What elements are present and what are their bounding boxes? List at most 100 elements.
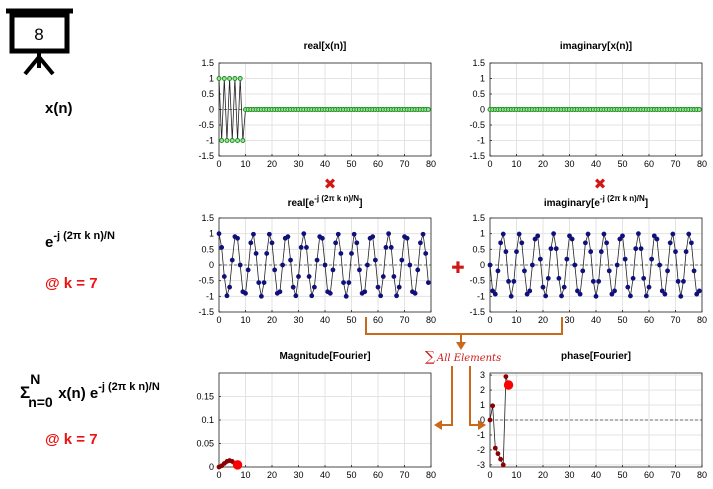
x-tick-label: 80 xyxy=(426,470,436,480)
data-point xyxy=(490,403,496,409)
x-tick-label: 30 xyxy=(564,159,574,169)
data-point xyxy=(596,278,602,284)
data-point xyxy=(633,246,639,252)
x-tick-label: 80 xyxy=(697,470,707,480)
y-tick-label: 3 xyxy=(480,370,485,380)
data-point xyxy=(490,288,496,294)
data-point xyxy=(604,240,609,246)
y-tick-label: -1 xyxy=(477,430,485,440)
data-point xyxy=(572,262,578,268)
sum-connector-arrows xyxy=(365,317,563,426)
data-point xyxy=(261,280,267,286)
y-tick-label: 1 xyxy=(480,400,485,410)
data-point xyxy=(601,231,607,237)
data-point xyxy=(651,233,657,239)
x-tick-label: 0 xyxy=(216,315,221,325)
x-tick-label: 20 xyxy=(538,159,548,169)
y-tick-label: -2 xyxy=(477,445,485,455)
data-point xyxy=(636,231,641,237)
data-point xyxy=(235,138,241,143)
data-point xyxy=(240,138,246,143)
data-point xyxy=(248,240,254,246)
series-line xyxy=(218,233,429,297)
data-point xyxy=(293,293,299,299)
data-point xyxy=(370,234,376,240)
chart-imag-exp: 0 10 20 30 40 50 60 70 80 -1.5 -1 -0.5 0 0.5 1 1.5 imagi… xyxy=(469,194,707,325)
x-tick-label: 40 xyxy=(591,159,601,169)
data-point xyxy=(229,138,235,143)
data-point xyxy=(346,280,352,286)
exponential-label: e-j (2π k n)/N xyxy=(45,230,115,251)
x-tick-label: 60 xyxy=(373,470,383,480)
chart-title: real[x(n)] xyxy=(304,41,347,52)
data-point xyxy=(535,233,541,239)
x-tick-label: 50 xyxy=(617,315,627,325)
data-point xyxy=(383,244,389,250)
y-tick-label: -0.5 xyxy=(469,276,485,286)
data-point xyxy=(667,240,673,246)
y-tick-label: 0.5 xyxy=(201,244,214,254)
y-tick-label: -1 xyxy=(477,291,485,301)
data-point xyxy=(375,284,381,290)
data-point xyxy=(290,284,296,290)
data-point xyxy=(622,256,628,262)
y-tick-label: 0 xyxy=(480,105,485,115)
data-point xyxy=(495,451,501,457)
data-point xyxy=(415,267,421,273)
data-point xyxy=(380,274,386,279)
y-tick-label: 0 xyxy=(480,260,485,270)
data-point xyxy=(498,240,503,246)
data-point xyxy=(227,76,233,81)
data-point xyxy=(556,275,562,281)
data-point xyxy=(237,76,243,81)
data-point xyxy=(388,244,394,250)
data-point xyxy=(686,231,692,237)
x-tick-label: 80 xyxy=(426,159,436,169)
data-point xyxy=(628,293,633,299)
data-point xyxy=(224,293,230,299)
data-point xyxy=(675,278,681,284)
sum-all-elements-label: ∑ All Elements xyxy=(425,349,501,365)
y-tick-label: 0.5 xyxy=(472,89,485,99)
data-point xyxy=(564,256,570,262)
data-point xyxy=(425,107,431,112)
data-point xyxy=(654,236,660,242)
data-point xyxy=(364,262,370,268)
data-point xyxy=(229,257,235,263)
data-point xyxy=(641,275,647,281)
data-point xyxy=(495,268,501,274)
chart-imag-xn: 0 10 20 30 40 50 60 70 80 -1.5 -1 -0.5 0 0.5 1 1.5 imagi… xyxy=(469,41,707,169)
at-k-label-2: @ k = 7 xyxy=(45,431,98,448)
data-point xyxy=(681,278,686,284)
data-point xyxy=(338,251,344,256)
data-point xyxy=(404,235,410,241)
data-point xyxy=(638,246,644,252)
data-point xyxy=(585,231,591,237)
data-point xyxy=(598,249,604,255)
data-point xyxy=(304,244,309,250)
data-point xyxy=(243,290,248,296)
data-point xyxy=(659,288,665,294)
data-point xyxy=(683,249,689,255)
sum-superscript: -j (2π k n)/N xyxy=(98,381,160,393)
data-point xyxy=(423,251,429,256)
y-tick-label: -0.5 xyxy=(198,276,214,286)
chart-title: real[e-j (2π k n)/N] xyxy=(288,194,363,209)
data-point xyxy=(665,268,670,274)
data-point xyxy=(612,288,617,294)
at-k-text-2: @ k = 7 xyxy=(45,431,98,448)
y-tick-label: 0.5 xyxy=(472,244,485,254)
sum-body: x(n) e xyxy=(58,385,99,402)
data-point xyxy=(378,293,384,299)
data-point xyxy=(306,274,312,279)
data-point xyxy=(516,231,522,237)
data-point xyxy=(394,293,399,299)
data-point xyxy=(691,268,697,274)
data-point xyxy=(349,251,354,256)
data-point xyxy=(245,267,251,273)
data-point xyxy=(500,231,506,237)
data-point xyxy=(537,256,543,262)
data-point xyxy=(412,290,418,296)
data-point xyxy=(264,251,270,256)
data-point xyxy=(545,275,551,281)
